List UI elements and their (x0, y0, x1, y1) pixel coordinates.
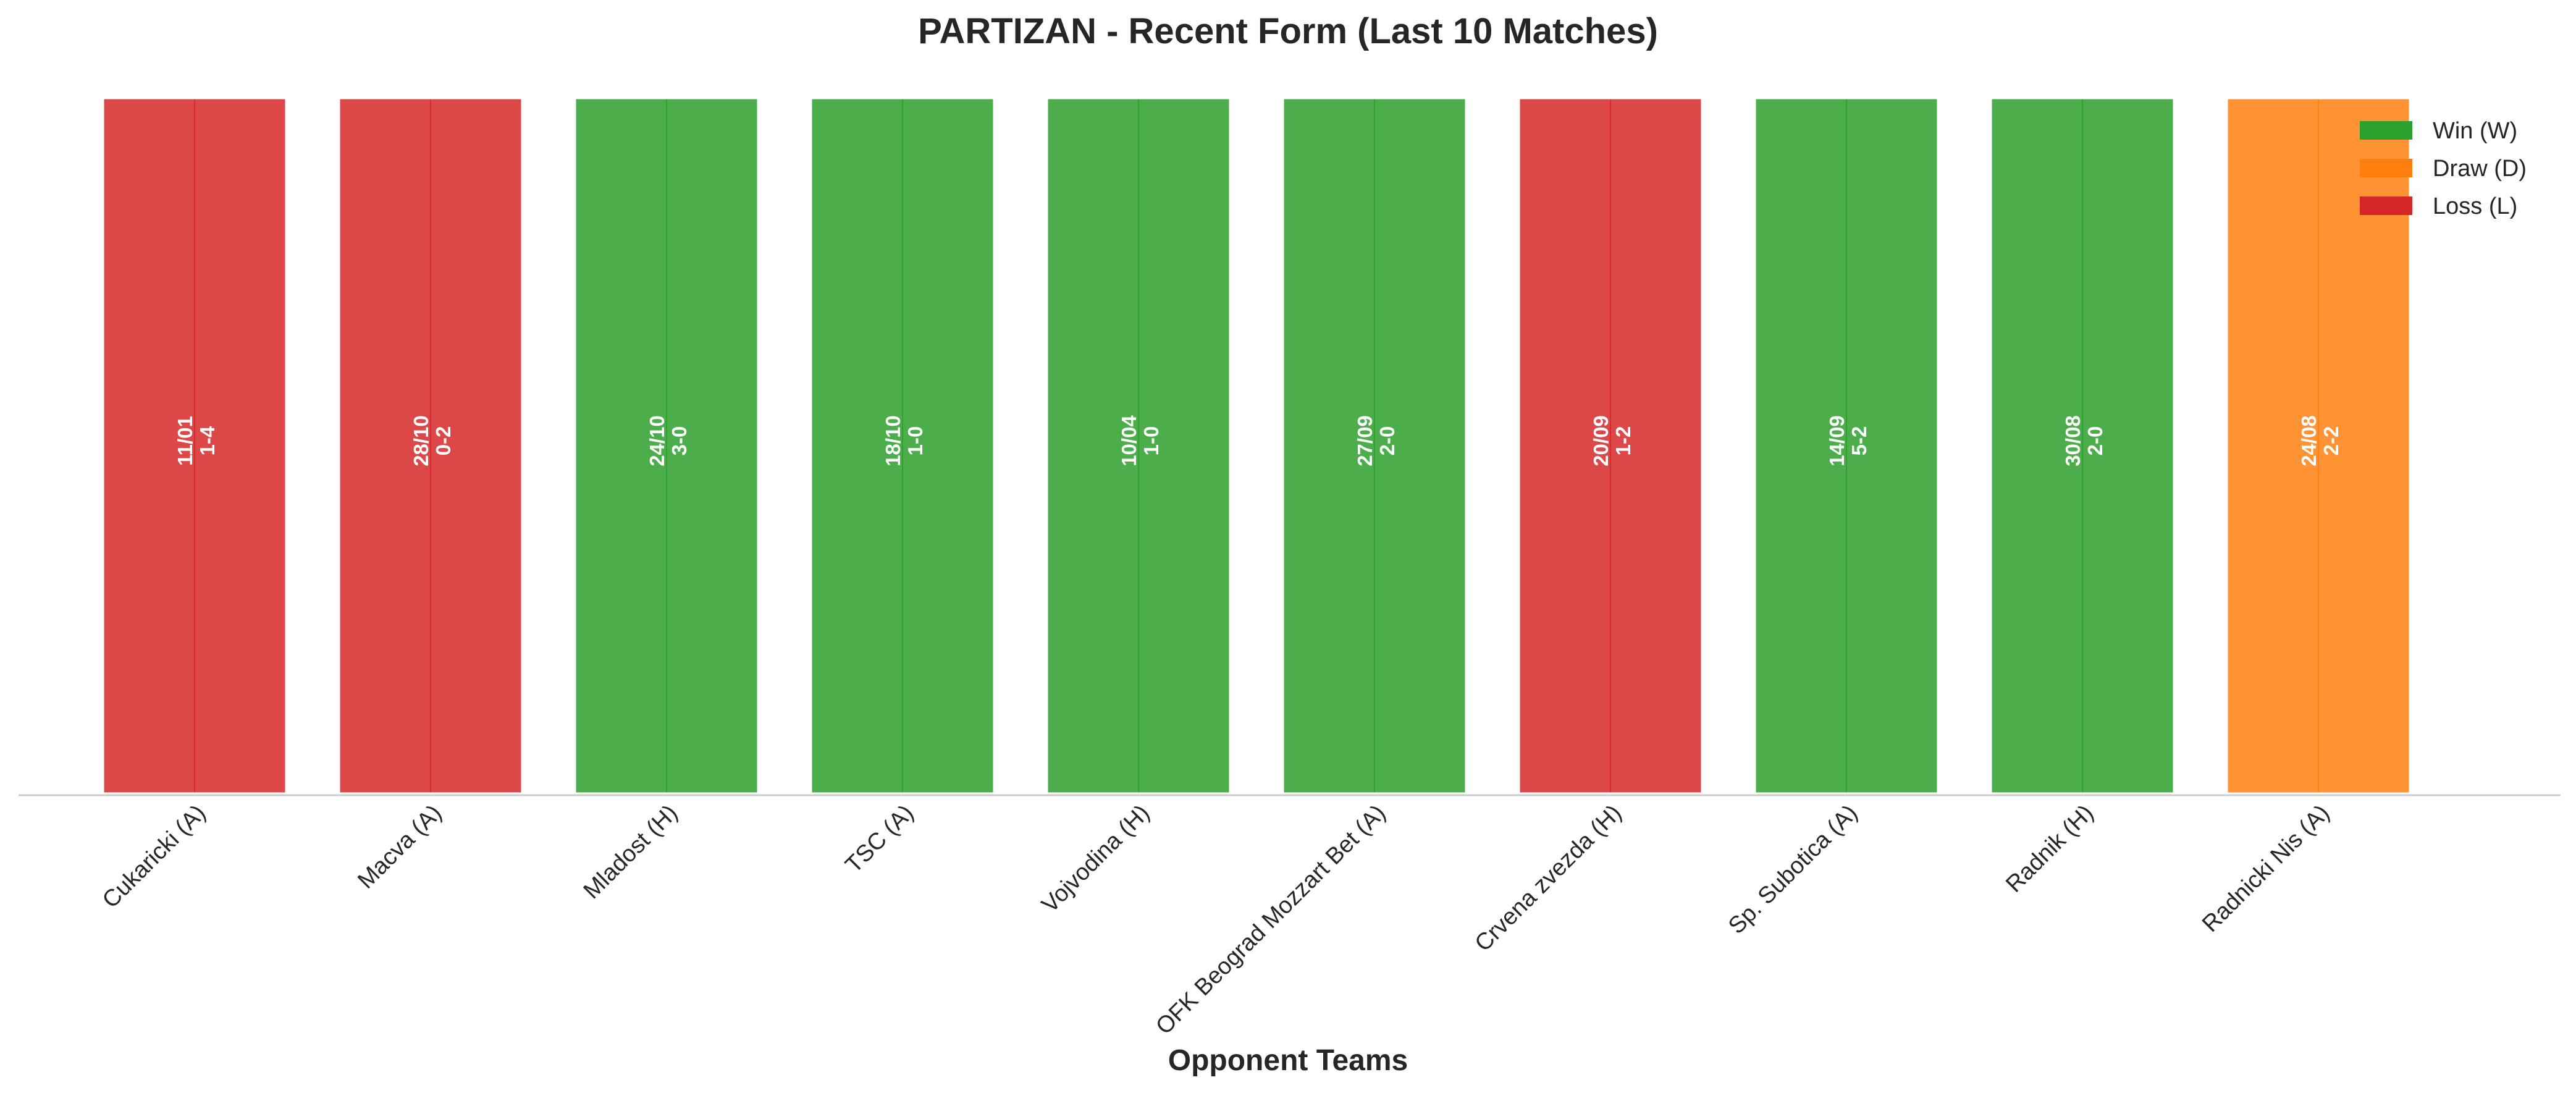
legend-swatch-d (2360, 159, 2412, 177)
x-tick-label-7: Crvena zvezda (H) (1470, 800, 1627, 957)
bar-label-date: 28/10 (410, 415, 432, 466)
x-tick-label-1: Cukaricki (A) (98, 800, 211, 913)
bar-label-7: 20/091-2 (1589, 415, 1635, 466)
bar-label-date: 10/04 (1118, 415, 1140, 466)
legend-swatch-l (2360, 196, 2412, 215)
bar-label-8: 14/095-2 (1825, 415, 1871, 466)
bar-label-score: 1-2 (1612, 426, 1635, 456)
bar-label-score: 1-4 (196, 426, 219, 455)
bars-group (101, 96, 2412, 796)
bar-label-4: 18/101-0 (882, 415, 927, 466)
x-tick-label-5: Vojvodina (H) (1037, 800, 1155, 918)
bar-label-date: 30/08 (2061, 415, 2084, 466)
bar-label-date: 24/08 (2297, 415, 2320, 466)
legend-label-d: Draw (D) (2433, 156, 2527, 182)
bar-label-date: 20/09 (1589, 415, 1612, 466)
x-tick-labels: Cukaricki (A) Macva (A) Mladost (H) TSC (A)… (98, 800, 2334, 1040)
x-tick-label-10: Radnicki Nis (A) (2197, 800, 2334, 937)
bar-label-score: 1-0 (904, 426, 927, 456)
legend-swatch-w (2360, 121, 2412, 140)
bar-label-2: 28/100-2 (410, 415, 455, 466)
chart-title: PARTIZAN - Recent Form (Last 10 Matches) (918, 11, 1658, 51)
bar-label-date: 14/09 (1825, 415, 1848, 466)
bar-label-5: 10/041-0 (1118, 415, 1163, 466)
bar-label-date: 27/09 (1353, 415, 1376, 466)
bar-label-score: 2-0 (2084, 426, 2107, 456)
x-tick-label-6: OFK Beograd Mozzart Bet (A) (1151, 800, 1391, 1040)
bar-label-date: 11/01 (174, 416, 196, 466)
x-tick-label-9: Radnik (H) (2001, 800, 2098, 898)
bar-label-6: 27/092-0 (1353, 415, 1399, 466)
bar-label-score: 2-0 (1376, 426, 1399, 456)
x-axis-label: Opponent Teams (1168, 1044, 1408, 1077)
x-tick-label-3: Mladost (H) (579, 800, 683, 905)
bar-label-score: 3-0 (668, 426, 691, 456)
bar-label-date: 18/10 (882, 415, 904, 466)
bar-label-3: 24/103-0 (646, 415, 691, 466)
bar-label-score: 0-2 (432, 426, 455, 456)
bar-label-date: 24/10 (646, 415, 668, 466)
x-tick-label-8: Sp. Subotica (A) (1724, 800, 1863, 939)
bar-label-1: 11/011-4 (174, 416, 219, 466)
legend: Win (W) Draw (D) Loss (L) (2360, 118, 2527, 219)
bar-label-score: 5-2 (1848, 426, 1871, 456)
bar-label-score: 2-2 (2320, 426, 2342, 456)
x-tick-label-4: TSC (A) (841, 800, 919, 879)
legend-label-l: Loss (L) (2433, 193, 2517, 219)
bar-label-score: 1-0 (1140, 426, 1163, 456)
bar-label-9: 30/082-0 (2061, 415, 2107, 466)
bar-labels-group: 11/011-4 28/100-2 24/103-0 18/101-0 10/041-0… (174, 415, 2342, 466)
bar-label-10: 24/082-2 (2297, 415, 2342, 466)
legend-label-w: Win (W) (2433, 118, 2517, 144)
x-tick-label-2: Macva (A) (353, 800, 447, 894)
